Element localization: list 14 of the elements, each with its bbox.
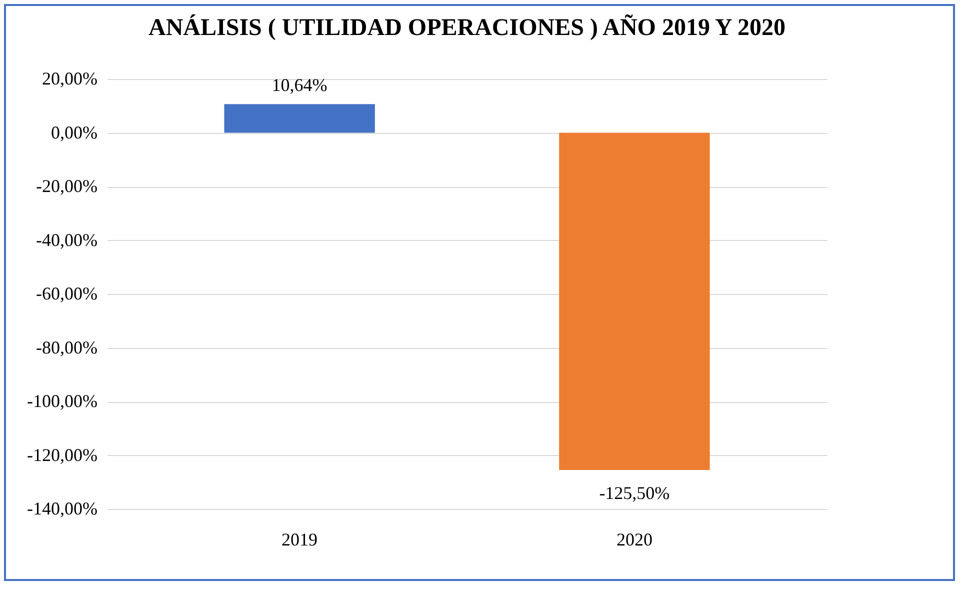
y-tick-label: -40,00% (36, 230, 98, 250)
x-tick-label: 2020 (616, 530, 652, 550)
data-label: 10,64% (272, 75, 328, 96)
y-tick-label: -140,00% (27, 498, 98, 518)
data-label: -125,50% (599, 483, 670, 504)
y-tick-label: 0,00% (51, 122, 98, 142)
chart-title: ANÁLISIS ( UTILIDAD OPERACIONES ) AÑO 2019 Y 2020 (148, 14, 786, 41)
y-tick-label: -120,00% (27, 444, 98, 465)
x-tick-label: 2019 (282, 530, 318, 550)
y-tick-label: -80,00% (36, 337, 98, 358)
y-tick-label: -100,00% (27, 391, 98, 411)
y-tick-label: 20,00% (42, 68, 98, 88)
y-tick-label: -20,00% (36, 176, 98, 196)
y-tick-label: -60,00% (36, 284, 98, 304)
